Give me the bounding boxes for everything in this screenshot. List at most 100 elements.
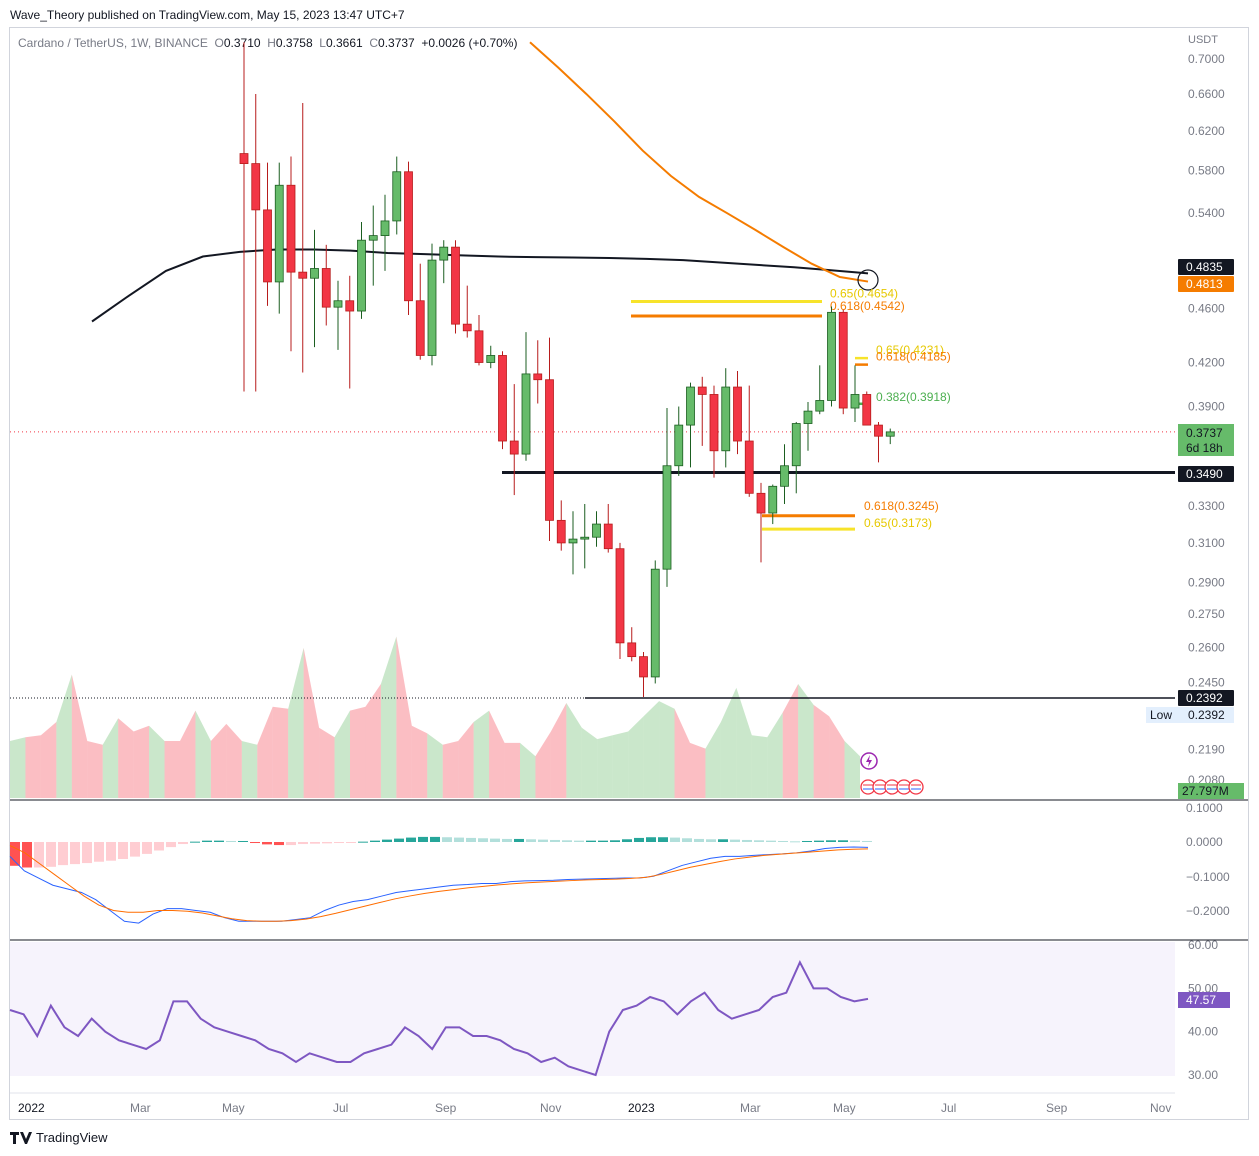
- rsi-background: [10, 942, 1175, 1076]
- flash-event-icon: [866, 755, 872, 767]
- tradingview-logo-icon: [10, 1131, 32, 1144]
- macd-histogram-bar: [562, 840, 572, 842]
- candle-body: [533, 373, 543, 381]
- open-value: 0.3710: [223, 36, 261, 50]
- volume-area: [736, 687, 752, 798]
- macd-histogram-bar: [130, 842, 140, 857]
- open-label: O: [214, 36, 224, 50]
- macd-histogram-bar: [838, 840, 848, 842]
- volume-area: [350, 706, 366, 798]
- macd-histogram-bar: [694, 838, 704, 842]
- candle-body: [274, 184, 284, 283]
- tradingview-brand: TradingView: [36, 1130, 108, 1145]
- macd-histogram-bar: [586, 840, 596, 842]
- macd-histogram-bar: [10, 842, 20, 866]
- candle-body: [556, 519, 566, 544]
- volume-area: [829, 716, 845, 798]
- candle-body: [263, 209, 272, 283]
- macd-histogram-bar: [238, 840, 248, 842]
- macd-histogram-bar: [682, 838, 692, 842]
- fib-label: 0.65(0.3173): [864, 516, 932, 530]
- macd-histogram-bar: [778, 840, 788, 842]
- candle-body: [768, 485, 778, 514]
- volume-area: [504, 742, 520, 798]
- time-tick-label: Mar: [740, 1101, 761, 1115]
- candle-body: [662, 465, 672, 570]
- low-marker-value: 0.2392: [1188, 708, 1225, 722]
- macd-histogram-bar: [214, 840, 224, 842]
- volume-area: [241, 741, 258, 798]
- macd-histogram-bar: [478, 838, 488, 842]
- macd-histogram-bar: [418, 836, 428, 842]
- candle-body: [791, 423, 801, 467]
- ma-orange-price-badge: 0.4813: [1186, 277, 1223, 291]
- volume-area: [118, 718, 134, 798]
- macd-tick-label: −0.2000: [1186, 904, 1230, 918]
- symbol-name[interactable]: Cardano / TetherUS, 1W, BINANCE: [18, 36, 208, 50]
- candle-body: [380, 220, 390, 237]
- candle-body: [815, 400, 825, 412]
- candle-body: [321, 268, 331, 308]
- candle-body: [650, 568, 660, 678]
- volume-area: [164, 741, 180, 798]
- price-tick-label: 0.6200: [1188, 124, 1225, 138]
- macd-histogram-bar: [826, 840, 836, 842]
- macd-histogram-bar: [262, 842, 272, 845]
- price-tick-label: 0.2600: [1188, 640, 1225, 654]
- macd-histogram-bar: [118, 842, 128, 859]
- rsi-tick-label: 60.00: [1188, 938, 1218, 952]
- candle-body: [885, 431, 895, 437]
- volume-area: [844, 741, 860, 798]
- volume-area: [40, 722, 57, 798]
- rsi-line: [9, 960, 869, 1077]
- price-tick-label: 0.6600: [1188, 87, 1225, 101]
- candle-body: [592, 523, 601, 538]
- macd-histogram-bar: [70, 842, 80, 865]
- change-value: +0.0026 (+0.70%): [421, 36, 518, 50]
- volume-area: [25, 735, 41, 798]
- candle-body: [838, 311, 848, 409]
- candle-body: [686, 386, 695, 426]
- currency-label[interactable]: USDT: [1188, 34, 1218, 46]
- candle-body: [639, 656, 648, 678]
- candle-body: [439, 246, 449, 261]
- macd-histogram-bar: [166, 842, 176, 848]
- time-tick-label: May: [833, 1101, 856, 1115]
- volume-area: [659, 701, 675, 798]
- high-label: H: [267, 36, 276, 50]
- low-label: L: [319, 36, 326, 50]
- volume-area: [581, 727, 598, 798]
- macd-histogram-bar: [514, 838, 524, 842]
- volume-area: [102, 718, 119, 798]
- price-tick-label: 0.2450: [1188, 676, 1225, 690]
- close-value: 0.3737: [378, 36, 415, 50]
- volume-area: [442, 741, 459, 798]
- close-label: C: [369, 36, 379, 50]
- macd-histogram-bar: [490, 838, 500, 842]
- macd-histogram-bar: [286, 842, 296, 846]
- macd-histogram-bar: [58, 842, 68, 866]
- macd-histogram-bar: [706, 839, 716, 842]
- volume-area: [87, 741, 103, 798]
- time-tick-label: Jul: [333, 1101, 348, 1115]
- macd-histogram-bar: [550, 839, 560, 842]
- price-tick-label: 0.2750: [1188, 607, 1225, 621]
- fib-label: 0.618(0.4542): [830, 299, 905, 313]
- macd-histogram-bar: [862, 840, 872, 842]
- high-value: 0.3758: [275, 36, 313, 50]
- macd-histogram-bar: [202, 840, 212, 842]
- candle-body: [451, 246, 460, 325]
- volume-area: [489, 710, 505, 798]
- macd-histogram-bar: [502, 838, 512, 842]
- macd-histogram-bar: [106, 842, 116, 861]
- candle-body: [333, 300, 343, 308]
- volume-area: [458, 722, 474, 798]
- macd-tick-label: −0.1000: [1186, 870, 1230, 884]
- macd-histogram-bar: [814, 840, 824, 842]
- volume-badge-bg: [1178, 783, 1244, 799]
- macd-signal-line: [9, 845, 869, 922]
- macd-histogram-bar: [850, 840, 860, 842]
- price-tick-label: 0.4200: [1188, 355, 1225, 369]
- rsi-badge: 47.57: [1186, 993, 1216, 1007]
